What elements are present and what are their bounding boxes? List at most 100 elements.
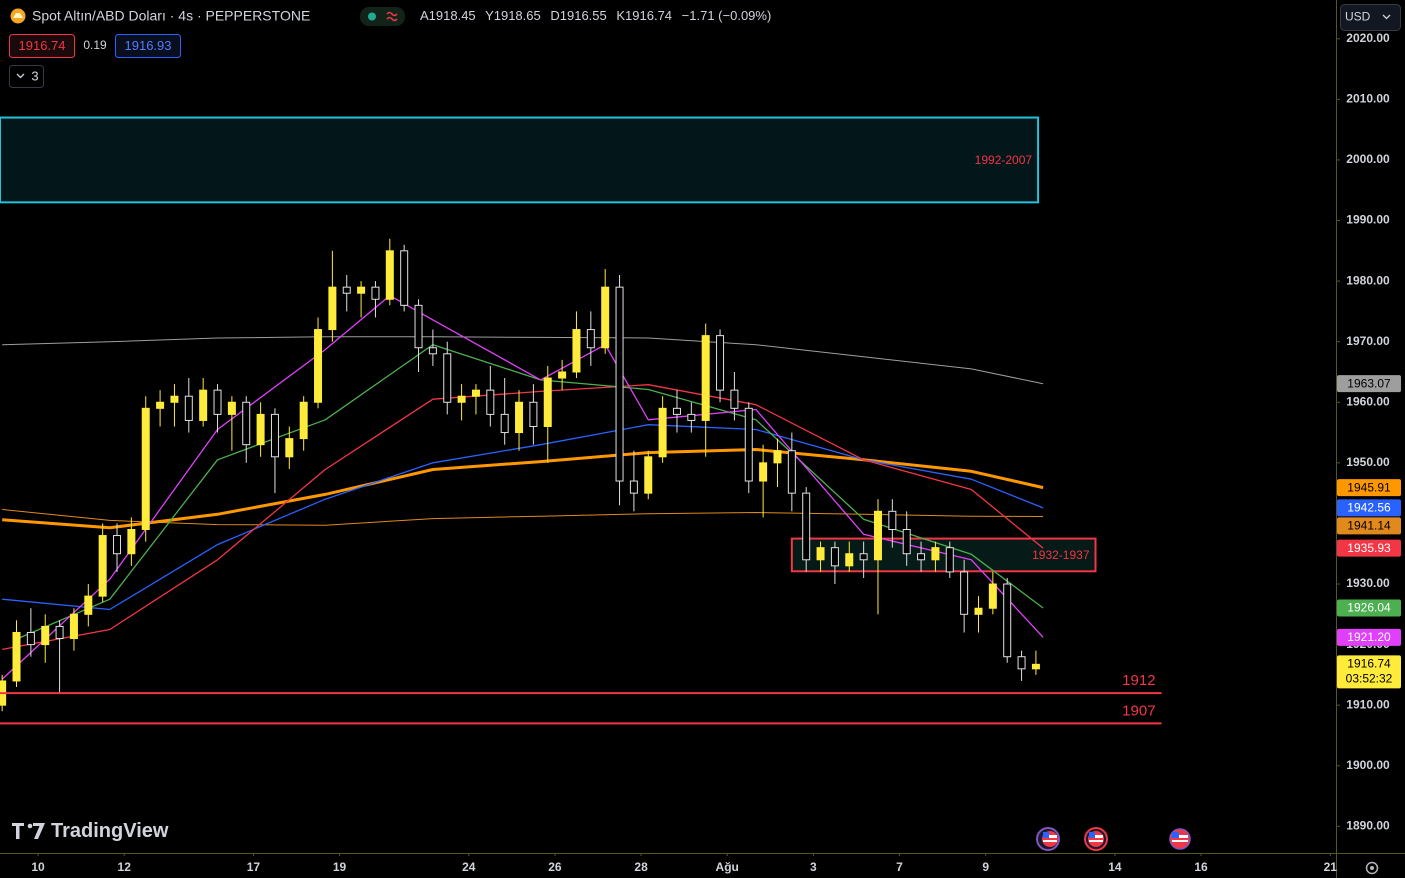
candle-body [960,571,969,615]
candle-body [759,462,768,482]
x-tick-label: 9 [982,860,989,874]
candle-body [41,625,50,646]
candle-body [629,480,638,494]
y-tick-label: 2020.00 [1346,31,1390,45]
level-label: 1912 [1122,672,1155,689]
axes: 1890.001900.001910.001920.001930.001940.… [31,31,1401,874]
y-tick-label: 1950.00 [1346,455,1390,469]
symbol-title[interactable]: Spot Altın/ABD Doları · 4s · PEPPERSTONE [32,8,310,24]
price-badge [1337,375,1401,393]
x-tick-label: 26 [548,860,562,874]
currency-selector[interactable] [1340,4,1401,31]
moving-average [2,336,1044,385]
candle-body [127,528,136,555]
current-price: 1916.74 [1347,657,1391,671]
chevron [16,73,25,79]
x-tick-label: 17 [247,860,261,874]
zone [0,116,1040,204]
candle-body [701,335,710,421]
price-badge-label: 1942.56 [1347,501,1391,515]
event-icons[interactable] [1036,827,1191,851]
ask-price: 1916.93 [125,38,172,53]
candle-body [69,613,78,640]
candle-body [486,389,495,415]
candle-body [601,286,610,349]
bid-price: 1916.74 [19,38,66,53]
candle-body [328,286,337,331]
y-tick-label: 1960.00 [1346,394,1390,408]
ohlc-key: D [550,8,559,23]
candle-body [428,347,437,355]
candle-body [672,407,681,415]
logo-text: TradingView [51,820,169,842]
candle-body [256,413,265,446]
candle-body [687,413,696,421]
chevron [1382,14,1391,20]
candle-body [945,547,954,573]
ohlc-key: K [616,8,625,23]
flag-stripe [1172,835,1188,838]
candle-body [744,407,753,482]
settings-icon-center [1370,866,1374,870]
ohlc-value: 1918.65 [494,8,541,23]
flag-canton [1043,832,1049,838]
zone [790,537,1097,573]
level-label: 1907 [1122,702,1155,719]
candle-body [888,510,897,530]
x-tick-label: 7 [896,860,903,874]
candle-body [199,389,208,421]
candle-body [515,401,524,434]
candle-body [1003,583,1012,658]
x-tick-label: 12 [118,860,132,874]
candle-body [113,535,122,555]
indicator-count: 3 [31,68,38,83]
candle-body [385,250,394,300]
status-pill[interactable] [360,7,405,26]
candle-body [830,547,839,567]
y-tick-label: 1900.00 [1346,758,1390,772]
candle-body [184,395,193,421]
candle-body [55,625,64,640]
flag-stripe [1043,840,1057,842]
x-tick-label: 3 [810,860,817,874]
candle-body [500,413,509,434]
settings-icon[interactable] [1365,861,1379,875]
price-badge [1337,628,1401,646]
price-badge [1337,499,1401,517]
buy-button[interactable] [115,34,181,58]
flag-stripe [1089,835,1103,838]
candle-body [816,547,825,561]
y-tick-label: 1910.00 [1346,697,1390,711]
flag-canton [1089,832,1095,838]
candle-body [443,353,452,403]
candle-body [12,631,21,682]
candle-body [242,401,251,446]
plot-area: 1912 1907 1992-2007 1932-1937 [0,116,1162,725]
y-tick-label: 1980.00 [1346,273,1390,287]
price-badge-label: 1945.91 [1347,480,1391,494]
x-tick-label: 28 [634,860,648,874]
candle-body [1017,656,1026,670]
candle-body [98,535,107,597]
flag-canton [1172,832,1179,838]
logo-mark [27,823,33,829]
candle-body [357,286,366,294]
candle-body [84,595,93,615]
candle-body [213,389,222,415]
candle-body [299,401,308,440]
candle-body [773,450,782,464]
candle-body [156,401,165,409]
x-tick-label: 19 [333,860,347,874]
x-tick-label: 21 [1324,860,1338,874]
moving-average [2,448,1044,530]
y-tick-label: 1970.00 [1346,334,1390,348]
indicator-toggle[interactable] [9,65,44,88]
sell-button[interactable] [9,34,75,58]
market-open-dot [368,12,376,21]
candle-body [730,389,739,409]
moving-average [2,509,1044,526]
candle-body [342,286,351,294]
zone-label: 1992-2007 [975,153,1033,167]
